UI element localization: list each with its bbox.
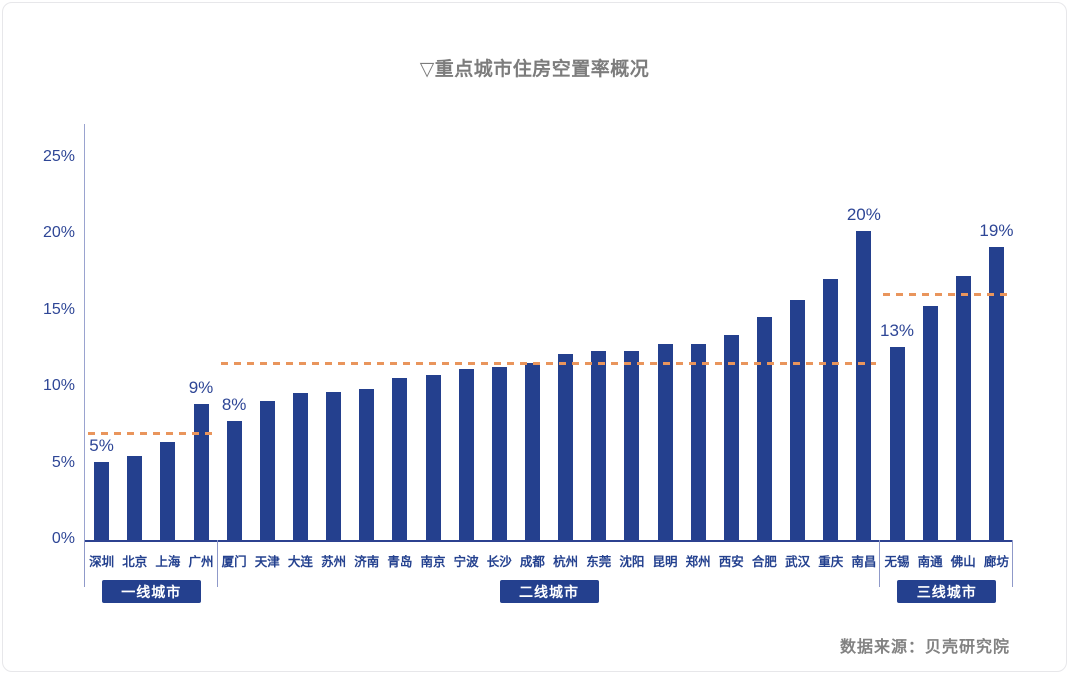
x-axis-label-上海: 上海 [155, 555, 181, 569]
tier-badge-一线城市: 一线城市 [101, 580, 201, 603]
x-axis-label-青岛: 青岛 [387, 555, 413, 569]
x-axis-label-成都: 成都 [519, 555, 545, 569]
group-separator [1012, 540, 1013, 587]
value-label-厦门: 8% [221, 394, 247, 414]
bar-沈阳 [624, 350, 640, 540]
x-axis-label-佛山: 佛山 [950, 555, 976, 569]
x-axis-label-武汉: 武汉 [785, 555, 811, 569]
bar-厦门 [226, 420, 242, 540]
x-axis-label-杭州: 杭州 [553, 555, 579, 569]
average-line-一线城市 [88, 432, 214, 436]
x-axis-label-郑州: 郑州 [685, 555, 711, 569]
value-label-南昌: 20% [846, 205, 881, 225]
bar-北京 [127, 455, 143, 540]
x-axis-label-天津: 天津 [254, 555, 280, 569]
group-separator [879, 540, 881, 587]
group-separator [216, 540, 218, 587]
x-axis-label-廊坊: 廊坊 [983, 555, 1009, 569]
bar-佛山 [955, 275, 971, 540]
value-label-无锡: 13% [879, 321, 915, 341]
x-axis-label-合肥: 合肥 [751, 555, 777, 569]
x-axis-label-东莞: 东莞 [586, 555, 612, 569]
y-axis-tick-label: 20% [42, 224, 75, 242]
bar-广州 [193, 404, 209, 540]
average-line-三线城市 [883, 292, 1009, 296]
tier-badge-三线城市: 三线城市 [897, 580, 997, 603]
bar-深圳 [94, 462, 110, 540]
x-axis-label-沈阳: 沈阳 [619, 555, 645, 569]
bar-成都 [524, 362, 540, 540]
value-label-廊坊: 19% [979, 220, 1014, 240]
bar-长沙 [491, 367, 507, 540]
y-axis-tick-label: 25% [42, 148, 75, 165]
bar-西安 [723, 335, 739, 540]
x-axis-label-南昌: 南昌 [851, 555, 877, 569]
bar-无锡 [889, 347, 905, 540]
bar-昆明 [657, 344, 673, 540]
average-line-二线城市 [220, 361, 877, 365]
bar-天津 [259, 400, 275, 540]
bar-宁波 [458, 368, 474, 540]
bar-南昌 [856, 231, 872, 540]
bar-南京 [425, 374, 441, 540]
bar-合肥 [756, 316, 772, 540]
x-axis-label-无锡: 无锡 [884, 555, 910, 569]
axis-left-stub [84, 540, 85, 587]
x-axis-label-深圳: 深圳 [89, 555, 115, 569]
x-axis-label-南通: 南通 [917, 555, 943, 569]
y-axis-tick-label: 5% [51, 453, 75, 471]
x-axis-label-南京: 南京 [420, 555, 446, 569]
bar-上海 [160, 442, 176, 540]
bar-济南 [359, 388, 375, 540]
x-axis-label-西安: 西安 [718, 555, 744, 569]
x-axis-label-厦门: 厦门 [221, 555, 247, 569]
bar-东莞 [591, 350, 607, 540]
x-axis-label-宁波: 宁波 [453, 555, 479, 569]
x-axis-label-长沙: 长沙 [486, 555, 512, 569]
y-axis-line [84, 124, 85, 540]
bar-青岛 [392, 378, 408, 540]
bar-郑州 [690, 344, 706, 540]
x-axis-label-广州: 广州 [188, 555, 214, 569]
value-label-深圳: 5% [89, 436, 114, 456]
x-axis-label-大连: 大连 [287, 555, 313, 569]
x-axis-baseline [84, 540, 1013, 542]
value-label-广州: 9% [188, 378, 214, 397]
x-axis-label-重庆: 重庆 [818, 555, 844, 569]
x-axis-label-苏州: 苏州 [321, 555, 347, 569]
x-axis-label-济南: 济南 [354, 555, 380, 569]
x-axis-label-北京: 北京 [122, 555, 148, 569]
bar-大连 [292, 393, 308, 540]
data-source-note: 数据来源：贝壳研究院 [839, 639, 1010, 656]
y-axis-tick-label: 15% [42, 300, 75, 318]
chart-title: ▽重点城市住房空置率概况 [419, 59, 650, 80]
bar-廊坊 [988, 246, 1004, 540]
x-axis-label-昆明: 昆明 [652, 555, 678, 569]
y-axis-tick-label: 0% [51, 530, 75, 547]
y-axis-tick-label: 10% [42, 377, 75, 395]
bar-苏州 [326, 391, 342, 540]
bar-重庆 [823, 278, 839, 540]
bar-杭州 [558, 353, 574, 540]
tier-badge-二线城市: 二线城市 [499, 580, 599, 603]
bar-武汉 [790, 300, 806, 540]
bar-南通 [922, 306, 938, 540]
